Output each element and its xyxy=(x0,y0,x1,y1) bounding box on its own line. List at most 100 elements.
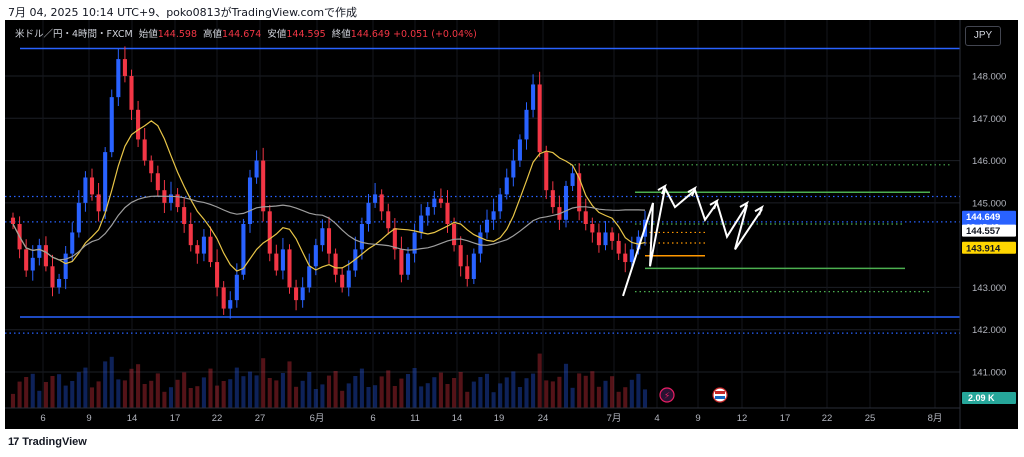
tradingview-logo[interactable]: 17 TradingView xyxy=(8,436,87,448)
candle-body xyxy=(149,160,154,174)
candle-body xyxy=(636,236,641,250)
volume-bar xyxy=(432,377,437,408)
x-tick-label: 14 xyxy=(452,413,463,424)
price-chart[interactable]: 148.000147.000146.000145.000143.000142.0… xyxy=(5,20,1018,429)
candle-body xyxy=(247,177,253,224)
tradingview-logo-icon: 17 xyxy=(8,436,19,448)
volume-bar xyxy=(399,378,404,408)
volume-bar xyxy=(109,356,114,408)
us-flag-stripe xyxy=(715,391,725,394)
x-tick-label: 24 xyxy=(538,413,549,424)
x-tick-label: 7月 xyxy=(607,413,622,424)
volume-bar xyxy=(557,376,562,408)
candle-body xyxy=(37,245,42,258)
candle-body xyxy=(596,232,601,246)
projection-arrowhead xyxy=(687,185,697,197)
x-tick-label: 27 xyxy=(255,413,266,424)
volume-bar xyxy=(122,380,127,408)
volume-bar xyxy=(24,377,29,408)
x-tick-label: 11 xyxy=(410,413,420,424)
candle-body xyxy=(405,253,411,275)
volume-bar xyxy=(70,381,75,408)
volume-bar xyxy=(215,385,220,408)
volume-bar xyxy=(228,379,233,408)
volume-bar xyxy=(511,371,516,408)
candle-body xyxy=(419,215,424,233)
volume-bar xyxy=(280,373,285,408)
symbol-name[interactable]: 米ドル／円・4時間・FXCM xyxy=(15,29,133,40)
price-tag-gray xyxy=(962,224,1016,237)
x-tick-label: 22 xyxy=(822,413,833,424)
candle-body xyxy=(307,266,312,288)
volume-bar xyxy=(517,387,522,408)
moving-average-slow xyxy=(12,195,646,261)
volume-bar xyxy=(326,375,332,408)
candle-body xyxy=(531,84,536,110)
volume-bar xyxy=(471,381,476,408)
volume-bar xyxy=(43,382,48,408)
volume-bar xyxy=(445,384,450,408)
candle-body xyxy=(623,253,628,263)
candle-body xyxy=(386,211,391,229)
x-tick-label: 6 xyxy=(370,413,375,424)
projection-arrowhead xyxy=(739,200,749,212)
y-tick-label: 147.000 xyxy=(972,114,1006,125)
volume-bar xyxy=(438,372,443,408)
volume-bar xyxy=(300,380,305,408)
volume-bar xyxy=(37,390,42,408)
volume-bar xyxy=(274,380,279,408)
volume-bar xyxy=(136,364,141,408)
volume-bar xyxy=(531,373,536,408)
candle-body xyxy=(109,97,114,153)
volume-bar xyxy=(63,385,68,408)
volume-bar xyxy=(623,387,628,408)
candle-body xyxy=(504,177,509,195)
volume-bar xyxy=(373,385,378,408)
volume-bar xyxy=(307,372,312,408)
y-tick-label: 142.000 xyxy=(972,325,1006,336)
volume-bar xyxy=(563,363,569,408)
volume-bar xyxy=(294,386,299,408)
candle-body xyxy=(346,270,351,288)
candle-body xyxy=(465,266,470,279)
candle-body xyxy=(524,109,529,140)
volume-bar xyxy=(254,375,259,408)
candle-body xyxy=(491,211,496,220)
x-tick-label: 22 xyxy=(212,413,223,424)
volume-bar xyxy=(10,393,16,408)
candle-body xyxy=(96,194,101,212)
volume-bar xyxy=(629,379,634,408)
volume-bar xyxy=(208,368,213,408)
candle-body xyxy=(43,245,48,267)
candle-body xyxy=(517,139,522,161)
candle-body xyxy=(333,253,338,275)
volume-bar xyxy=(17,381,22,408)
currency-button[interactable]: JPY xyxy=(965,26,1001,46)
volume-bar xyxy=(610,376,615,408)
candle-body xyxy=(24,249,29,271)
volume-bar xyxy=(386,370,391,408)
volume-bar xyxy=(76,372,81,408)
moving-average-fast xyxy=(12,120,646,272)
volume-tag-label: 2.09 K xyxy=(968,393,995,403)
chart-area[interactable]: 148.000 147.000 146.000 145.000 143.000 142.0… xyxy=(5,20,1018,429)
volume-bar xyxy=(537,353,542,408)
x-tick-label: 14 xyxy=(127,413,138,424)
candle-body xyxy=(221,287,226,309)
volume-bar xyxy=(359,368,364,408)
volume-bar xyxy=(103,361,108,408)
volume-bar xyxy=(175,379,180,408)
volume-bar xyxy=(603,380,608,408)
candle-body xyxy=(392,228,397,250)
candle-body xyxy=(129,76,134,110)
volume-bar xyxy=(392,386,397,408)
close-value: 144.649 xyxy=(350,29,391,40)
volume-bar xyxy=(425,383,430,408)
volume-bar xyxy=(636,373,641,408)
high-label: 高値 xyxy=(203,29,223,40)
volume-bar xyxy=(149,380,154,408)
volume-bar xyxy=(142,384,147,408)
candle-body xyxy=(254,160,259,178)
volume-bar xyxy=(241,376,246,408)
candle-body xyxy=(484,219,490,233)
